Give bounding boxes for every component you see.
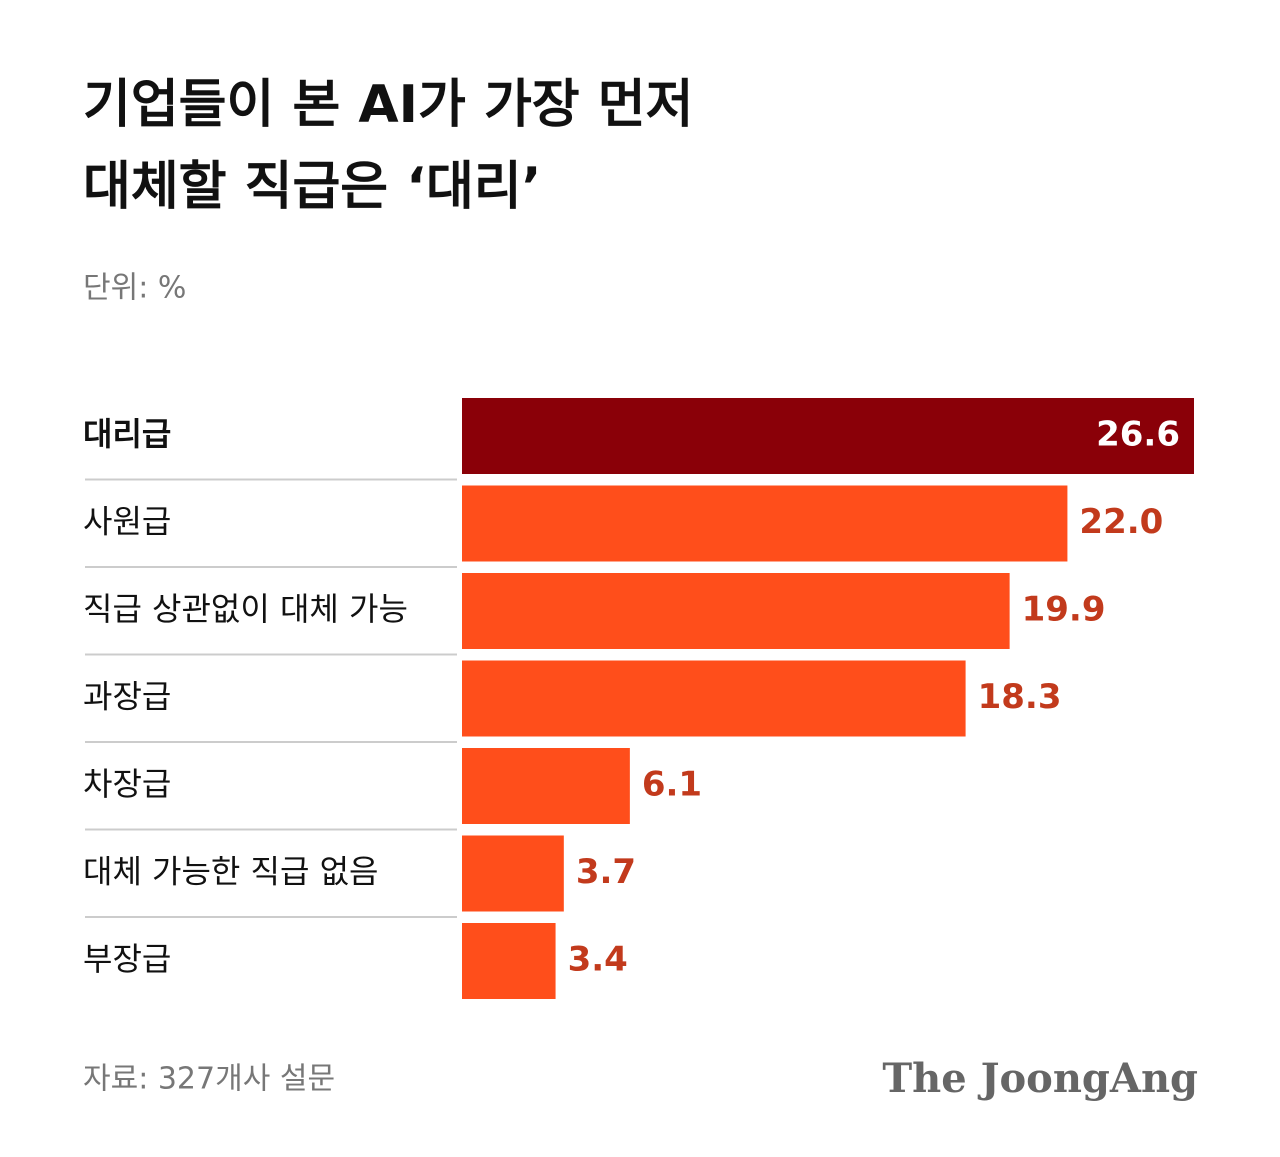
y-tick-label: 직급 상관없이 대체 가능 (83, 590, 408, 628)
y-tick-label: 과장급 (83, 678, 171, 716)
bar (462, 835, 564, 912)
y-tick-label: 사원급 (83, 503, 171, 541)
brand-logo: The JoongAng (882, 1055, 1198, 1102)
bar (462, 398, 1194, 474)
bar (462, 573, 1010, 649)
bar (462, 748, 630, 824)
bar (462, 485, 1068, 562)
value-label: 26.6 (1096, 415, 1180, 455)
bar (462, 923, 556, 999)
value-label: 3.4 (568, 940, 628, 980)
chart-title: 기업들이 본 AI가 가장 먼저 (83, 75, 693, 135)
y-tick-label: 대리급 (83, 415, 171, 453)
bar (462, 660, 966, 737)
value-label: 3.7 (576, 852, 636, 892)
y-tick-label: 대체 가능한 직급 없음 (83, 853, 378, 891)
chart-title: 대체할 직급은 ‘대리’ (83, 157, 541, 217)
source: 자료: 327개사 설문 (83, 1062, 335, 1097)
value-label: 19.9 (1022, 590, 1106, 630)
value-label: 18.3 (978, 677, 1062, 717)
y-tick-label: 부장급 (83, 940, 171, 978)
value-label: 6.1 (642, 765, 702, 805)
value-label: 22.0 (1079, 502, 1163, 542)
y-tick-label: 차장급 (83, 765, 171, 803)
chart-subtitle: 단위: % (83, 271, 186, 306)
